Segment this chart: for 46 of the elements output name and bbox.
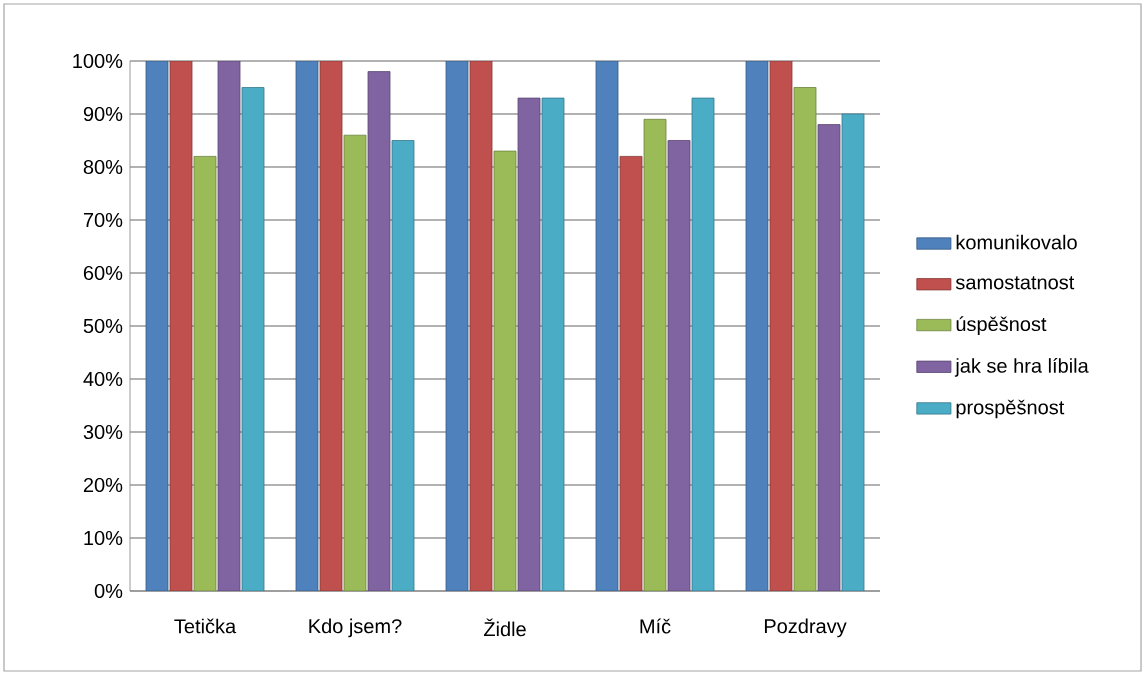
bar [295,60,319,591]
bar [193,156,217,591]
bar [769,60,793,591]
bar [517,97,541,591]
bar [493,150,517,591]
y-tick-label: 30% [83,424,123,440]
bar [793,87,817,591]
x-tick-label: Tetička [174,618,237,634]
legend-label: jak se hra líbila [954,357,1089,377]
y-tick-label: 0% [94,583,123,599]
legend-label: komunikovalo [956,234,1077,250]
bar [745,60,769,591]
bar [595,60,619,591]
bar [817,124,841,591]
bar [619,156,643,591]
bar [445,60,469,591]
y-tick-label: 100% [73,53,123,69]
y-tick-label: 70% [83,212,123,228]
bar [469,60,493,591]
x-tick-label: Kdo jsem? [309,618,402,638]
legend-label: úspěšnost [956,316,1047,336]
bar [319,60,343,591]
bar [643,118,667,591]
bar [217,60,241,591]
legend-label: prospěšnost [956,399,1065,419]
y-tick-label: 10% [84,530,123,546]
y-tick-label: 50% [83,318,123,334]
bar [841,113,865,591]
bar [169,60,193,591]
y-tick-label: 40% [83,371,123,387]
bar [691,97,715,591]
bar [145,60,169,591]
x-tick-label: Míč [640,618,671,634]
bar [541,97,565,591]
x-tick-label: Židle [483,618,526,637]
y-tick-label: 20% [83,477,123,493]
bar [367,71,391,591]
bar [343,134,367,591]
y-tick-label: 80% [83,159,123,175]
bar [391,140,415,591]
y-tick-label: 90% [83,106,123,122]
x-tick-label: Pozdravy [764,618,847,638]
y-tick-label: 60% [83,265,123,281]
legend-label: samostatnost [955,276,1075,290]
bar [241,87,265,591]
bar [667,140,691,591]
